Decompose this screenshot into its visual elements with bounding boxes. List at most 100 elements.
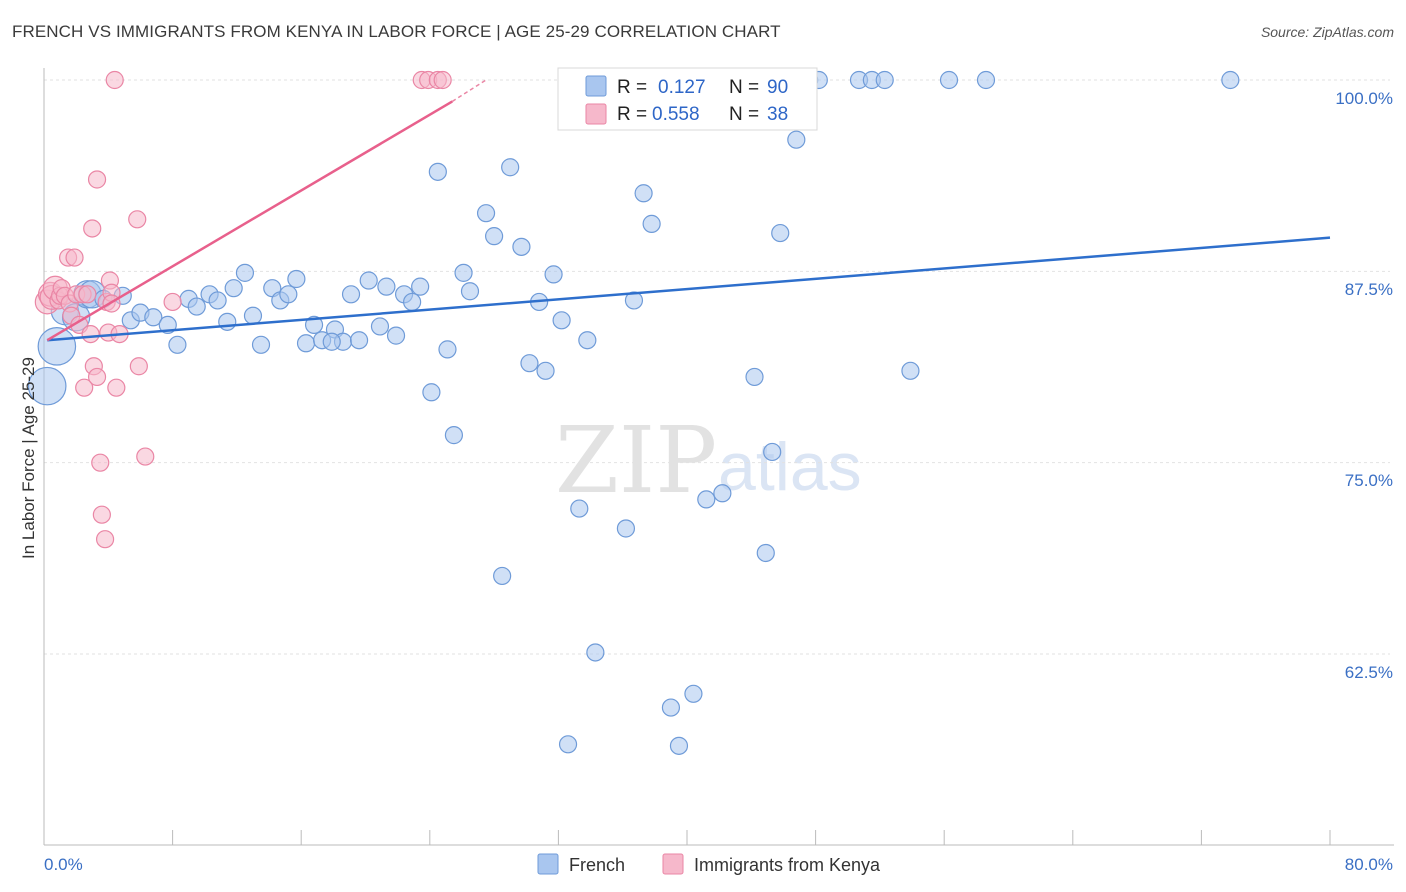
- french-point-12: [168, 335, 187, 354]
- french-point-57: [558, 735, 578, 754]
- french-point-25: [287, 269, 306, 289]
- french-point-66: [642, 214, 661, 233]
- french-point-75: [756, 543, 775, 563]
- french-point-73: [713, 484, 732, 503]
- legend-r-value-kenya: 0.558: [652, 104, 700, 125]
- watermark-zip: ZIP: [555, 407, 717, 514]
- kenya-point-22: [91, 453, 110, 472]
- french-point-67: [661, 698, 681, 717]
- kenya-point-31: [107, 378, 126, 397]
- french-point-65: [634, 184, 653, 203]
- kenya-point-23: [92, 505, 111, 524]
- french-point-76: [763, 442, 782, 462]
- kenya-points: [34, 70, 452, 549]
- french-point-63: [616, 519, 636, 538]
- french-point-16: [208, 291, 227, 310]
- french-point-81: [787, 130, 806, 149]
- kenya-point-33: [128, 210, 147, 229]
- french-point-18: [224, 279, 243, 298]
- french-point-59: [578, 331, 597, 350]
- kenya-point-20: [87, 170, 107, 189]
- x-tick-label-max: 80.0%: [1345, 855, 1393, 874]
- french-point-21: [251, 335, 271, 354]
- french-point-27: [304, 315, 324, 335]
- legend-r-label-french: R =: [617, 77, 647, 98]
- french-point-56: [552, 311, 571, 330]
- french-point-54: [536, 361, 555, 380]
- bottom-legend-label-kenya: Immigrants from Kenya: [694, 855, 881, 875]
- french-point-58: [570, 499, 589, 518]
- kenya-point-35: [136, 447, 155, 466]
- french-point-19: [235, 263, 255, 282]
- french-trend-line: [47, 236, 1331, 342]
- x-tick-label-min: 0.0%: [44, 855, 83, 874]
- french-point-49: [493, 566, 512, 586]
- french-point-26: [296, 334, 316, 353]
- legend-swatch-kenya: [585, 103, 607, 125]
- kenya-point-11: [65, 248, 84, 267]
- french-point-39: [403, 292, 422, 312]
- french-point-46: [460, 282, 480, 301]
- french-point-31: [322, 332, 341, 351]
- legend-n-label-kenya: N =: [729, 104, 759, 125]
- french-point-51: [512, 237, 531, 256]
- bottom-legend-swatch-kenya: [662, 853, 684, 875]
- axes: [43, 68, 1394, 846]
- kenya-point-21: [87, 367, 107, 387]
- french-point-41: [422, 383, 441, 402]
- french-point-33: [349, 331, 369, 350]
- french-point-84: [901, 361, 920, 380]
- legend-r-value-french: 0.127: [658, 77, 706, 98]
- legend-n-value-french: 90: [767, 77, 788, 98]
- grid-lines: [44, 79, 1390, 655]
- kenya-trend-line: [46, 100, 453, 342]
- y-tick-label-100: 100.0%: [1335, 89, 1393, 108]
- french-point-55: [544, 265, 563, 284]
- y-tick-label-87-5: 87.5%: [1345, 280, 1393, 299]
- legend-n-value-kenya: 38: [767, 104, 788, 125]
- french-point-47: [476, 204, 496, 223]
- french-point-50: [501, 158, 520, 177]
- legend-swatch-french: [585, 75, 607, 97]
- kenya-trend-extension: [451, 79, 487, 103]
- french-point-36: [377, 277, 396, 296]
- french-point-17: [218, 312, 237, 331]
- french-point-43: [438, 340, 457, 359]
- french-point-88: [1221, 70, 1240, 90]
- kenya-point-15: [75, 378, 94, 397]
- french-point-68: [669, 736, 689, 755]
- french-point-86: [939, 70, 959, 90]
- legend-r-label-kenya: R =: [617, 104, 647, 125]
- kenya-point-24: [95, 530, 115, 549]
- french-point-20: [243, 306, 263, 325]
- french-point-14: [187, 297, 206, 316]
- french-point-34: [359, 271, 378, 290]
- french-point-45: [454, 263, 473, 282]
- bottom-legend-swatch-french: [537, 853, 559, 875]
- french-point-0: [27, 366, 67, 406]
- legend-n-label-french: N =: [729, 77, 759, 98]
- french-point-24: [279, 285, 298, 304]
- series-legend: French Immigrants from Kenya: [537, 853, 881, 875]
- french-point-10: [144, 308, 163, 327]
- trend-lines: [46, 79, 1331, 342]
- kenya-point-36: [163, 292, 182, 312]
- source-label: Source: ZipAtlas.com: [1260, 24, 1394, 40]
- kenya-point-18: [83, 219, 102, 238]
- y-tick-label-75: 75.0%: [1345, 471, 1393, 490]
- watermark-atlas: atlas: [718, 429, 862, 505]
- french-point-52: [520, 354, 539, 373]
- french-point-60: [586, 643, 605, 662]
- correlation-legend: R = 0.127 N = 90 R = 0.558 N = 38: [557, 67, 818, 131]
- french-point-32: [341, 285, 361, 304]
- kenya-point-40: [433, 70, 452, 90]
- french-point-35: [370, 317, 390, 336]
- french-point-44: [444, 426, 464, 445]
- kenya-point-17: [81, 324, 100, 344]
- french-point-72: [697, 490, 716, 509]
- french-point-37: [386, 326, 406, 345]
- french-point-69: [684, 684, 703, 703]
- french-point-77: [771, 223, 790, 243]
- french-point-1: [37, 327, 77, 366]
